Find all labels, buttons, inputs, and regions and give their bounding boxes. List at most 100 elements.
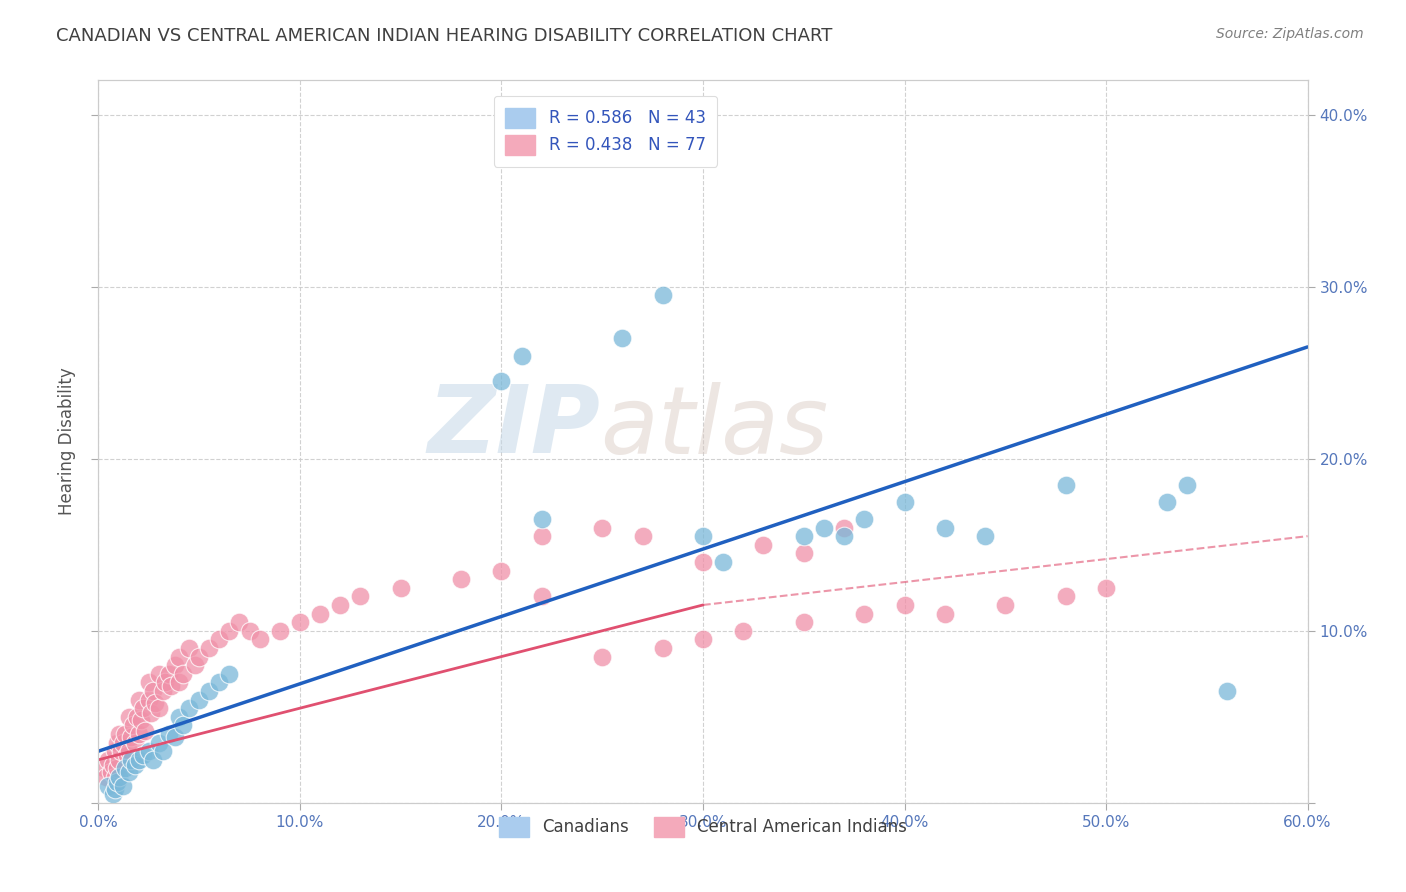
Point [107,770,129,784]
Point [692,555,714,569]
Point [269,624,291,638]
Point [157,727,180,741]
Point [1175,477,1198,491]
Point [121,718,143,732]
Point [163,731,186,745]
Point [118,764,141,779]
Point [893,494,915,508]
Point [893,598,915,612]
Point [813,520,835,534]
Point [249,632,271,647]
Point [510,349,533,363]
Point [853,607,876,621]
Legend: Canadians, Central American Indians: Canadians, Central American Indians [488,805,918,848]
Point [111,779,134,793]
Point [101,758,124,772]
Point [93,761,115,775]
Point [160,679,183,693]
Point [107,727,129,741]
Point [142,684,165,698]
Point [118,710,141,724]
Point [110,744,132,758]
Point [491,375,513,389]
Point [105,735,128,749]
Point [309,607,332,621]
Point [172,718,194,732]
Point [107,753,129,767]
Point [157,666,180,681]
Point [934,520,956,534]
Point [115,747,138,762]
Point [1095,581,1118,595]
Text: CANADIAN VS CENTRAL AMERICAN INDIAN HEARING DISABILITY CORRELATION CHART: CANADIAN VS CENTRAL AMERICAN INDIAN HEAR… [56,27,832,45]
Point [349,590,371,604]
Text: Source: ZipAtlas.com: Source: ZipAtlas.com [1216,27,1364,41]
Point [179,640,201,655]
Point [288,615,311,630]
Point [103,770,125,784]
Point [530,512,553,526]
Point [101,787,124,801]
Point [100,764,122,779]
Point [208,675,231,690]
Point [114,761,136,775]
Text: ZIP: ZIP [427,381,600,473]
Point [105,761,128,775]
Point [139,706,162,721]
Point [793,546,815,560]
Point [692,529,714,543]
Point [188,649,211,664]
Text: atlas: atlas [600,382,828,473]
Point [934,607,956,621]
Point [188,692,211,706]
Point [651,288,673,302]
Point [651,640,673,655]
Point [152,744,174,758]
Point [128,753,150,767]
Point [167,710,190,724]
Point [389,581,412,595]
Point [124,758,146,772]
Point [491,564,513,578]
Point [148,735,170,749]
Point [218,624,240,638]
Point [172,666,194,681]
Point [832,529,855,543]
Point [711,555,734,569]
Point [179,701,201,715]
Point [132,747,155,762]
Point [118,744,141,758]
Point [612,331,634,345]
Point [167,649,190,664]
Point [1216,684,1239,698]
Point [97,753,120,767]
Point [103,744,125,758]
Point [591,649,613,664]
Point [1156,494,1178,508]
Point [793,529,815,543]
Point [134,723,156,738]
Point [97,779,120,793]
Point [530,590,553,604]
Point [450,572,472,586]
Point [167,675,190,690]
Point [125,710,148,724]
Point [239,624,262,638]
Point [124,735,146,749]
Point [163,658,186,673]
Point [530,529,553,543]
Point [120,753,142,767]
Point [994,598,1017,612]
Point [832,520,855,534]
Point [103,782,125,797]
Point [114,727,136,741]
Point [733,624,755,638]
Point [138,675,160,690]
Point [148,701,170,715]
Point [329,598,352,612]
Point [143,696,166,710]
Point [793,615,815,630]
Point [128,692,150,706]
Point [591,520,613,534]
Point [208,632,231,647]
